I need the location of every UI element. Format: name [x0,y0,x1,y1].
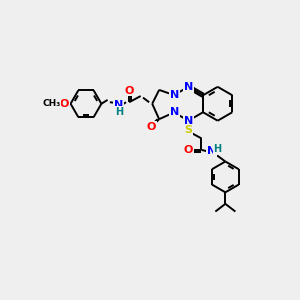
Text: N: N [114,100,123,110]
Text: N: N [170,90,179,100]
Text: N: N [184,116,193,126]
Text: O: O [184,145,193,155]
Text: CH₃: CH₃ [42,99,61,108]
Text: H: H [214,144,222,154]
Text: N: N [207,146,216,157]
Text: O: O [147,122,156,132]
Text: O: O [60,99,69,109]
Text: N: N [184,82,193,92]
Text: H: H [115,107,123,117]
Text: O: O [124,86,134,96]
Text: S: S [184,125,192,135]
Text: N: N [170,107,179,117]
